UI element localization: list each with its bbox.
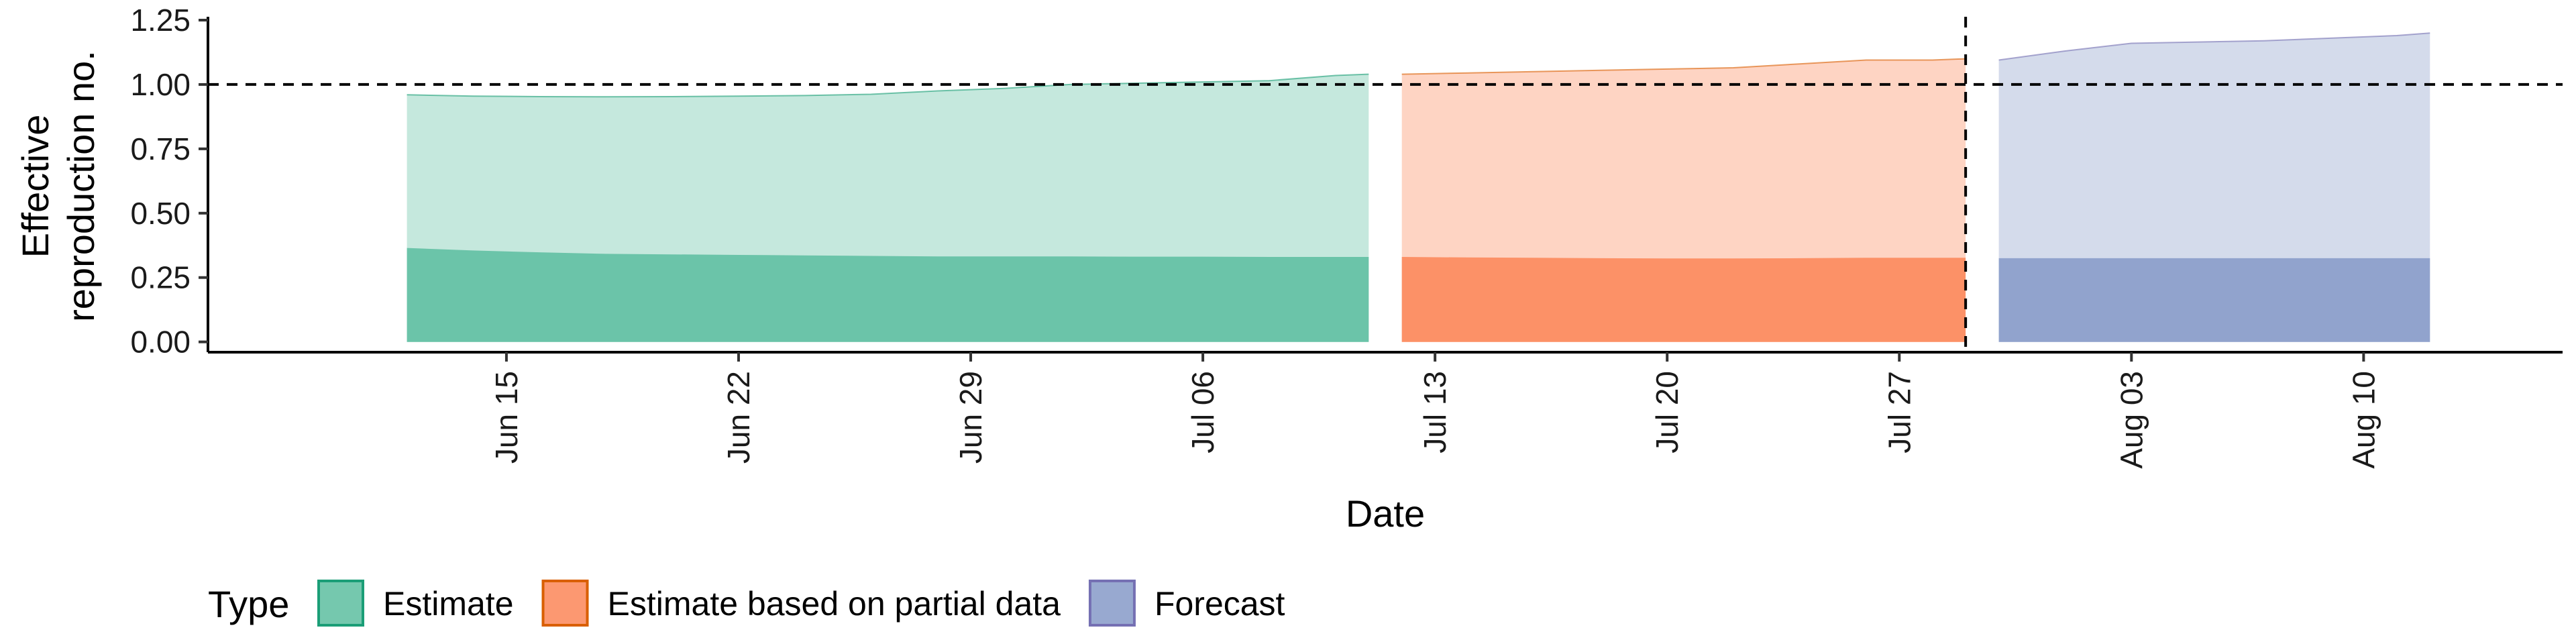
- inner-band-estimate: [407, 248, 1369, 342]
- x-tick-label: Jul 13: [1417, 371, 1452, 453]
- x-tick-label: Jun 15: [489, 371, 524, 464]
- x-tick-label: Jul 27: [1882, 371, 1917, 453]
- series-forecast: [1998, 32, 2430, 342]
- y-tick-label: 0.75: [130, 131, 191, 166]
- y-tick-label: 1.25: [130, 3, 191, 38]
- y-axis-title-line-2: reproduction no.: [60, 50, 102, 322]
- x-tick-label: Jun 29: [953, 371, 988, 464]
- legend-label-estimate: Estimate: [383, 585, 514, 623]
- legend-swatch-estimate: [317, 580, 364, 627]
- inner-band-forecast: [1998, 258, 2430, 342]
- y-tick-label: 1.00: [130, 67, 191, 102]
- x-tick-label: Aug 03: [2114, 371, 2149, 469]
- y-axis-title: Effective reproduction no.: [14, 50, 102, 322]
- legend-swatch-estimate-based-on-partial-data: [541, 580, 589, 627]
- legend-entry-forecast: Forecast: [1088, 580, 1285, 627]
- upper-edge-estimate: [407, 73, 1369, 98]
- legend-label-forecast: Forecast: [1155, 585, 1285, 623]
- y-tick-label: 0.25: [130, 260, 191, 295]
- series-areas: [407, 32, 2430, 342]
- legend-swatch-forecast: [1088, 580, 1136, 627]
- legend-title: Type: [208, 583, 289, 625]
- y-axis-ticks: 0.00 0.25 0.50 0.75 1.00 1.25: [130, 3, 208, 360]
- x-tick-label: Jun 22: [721, 371, 756, 464]
- reference-lines: [208, 17, 2563, 352]
- legend: Type Estimate Estimate based on partial d…: [208, 580, 1285, 627]
- x-axis-ticks: Jun 15 Jun 22 Jun 29 Jul 06 Jul 13 Jul 20 Jul …: [489, 352, 2381, 469]
- legend-label-estimate-based-on-partial-data: Estimate based on partial data: [608, 585, 1061, 623]
- inner-band-estimate-based-on-partial-data: [1401, 257, 1966, 342]
- legend-entry-estimate-based-on-partial-data: Estimate based on partial data: [541, 580, 1061, 627]
- y-axis-title-line-1: Effective: [14, 115, 56, 258]
- x-tick-label: Jul 06: [1185, 371, 1220, 453]
- x-tick-label: Jul 20: [1650, 371, 1684, 453]
- upper-edge-forecast: [1998, 32, 2430, 61]
- x-tick-label: Aug 10: [2346, 371, 2381, 469]
- x-axis-title: Date: [1346, 492, 1425, 535]
- y-tick-label: 0.00: [130, 325, 191, 360]
- series-estimate-based-on-partial-data: [1401, 58, 1966, 342]
- y-tick-label: 0.50: [130, 196, 191, 231]
- upper-edge-estimate-based-on-partial-data: [1401, 58, 1966, 75]
- legend-entry-estimate: Estimate: [317, 580, 514, 627]
- axes: [207, 17, 2563, 354]
- series-estimate: [407, 73, 1369, 342]
